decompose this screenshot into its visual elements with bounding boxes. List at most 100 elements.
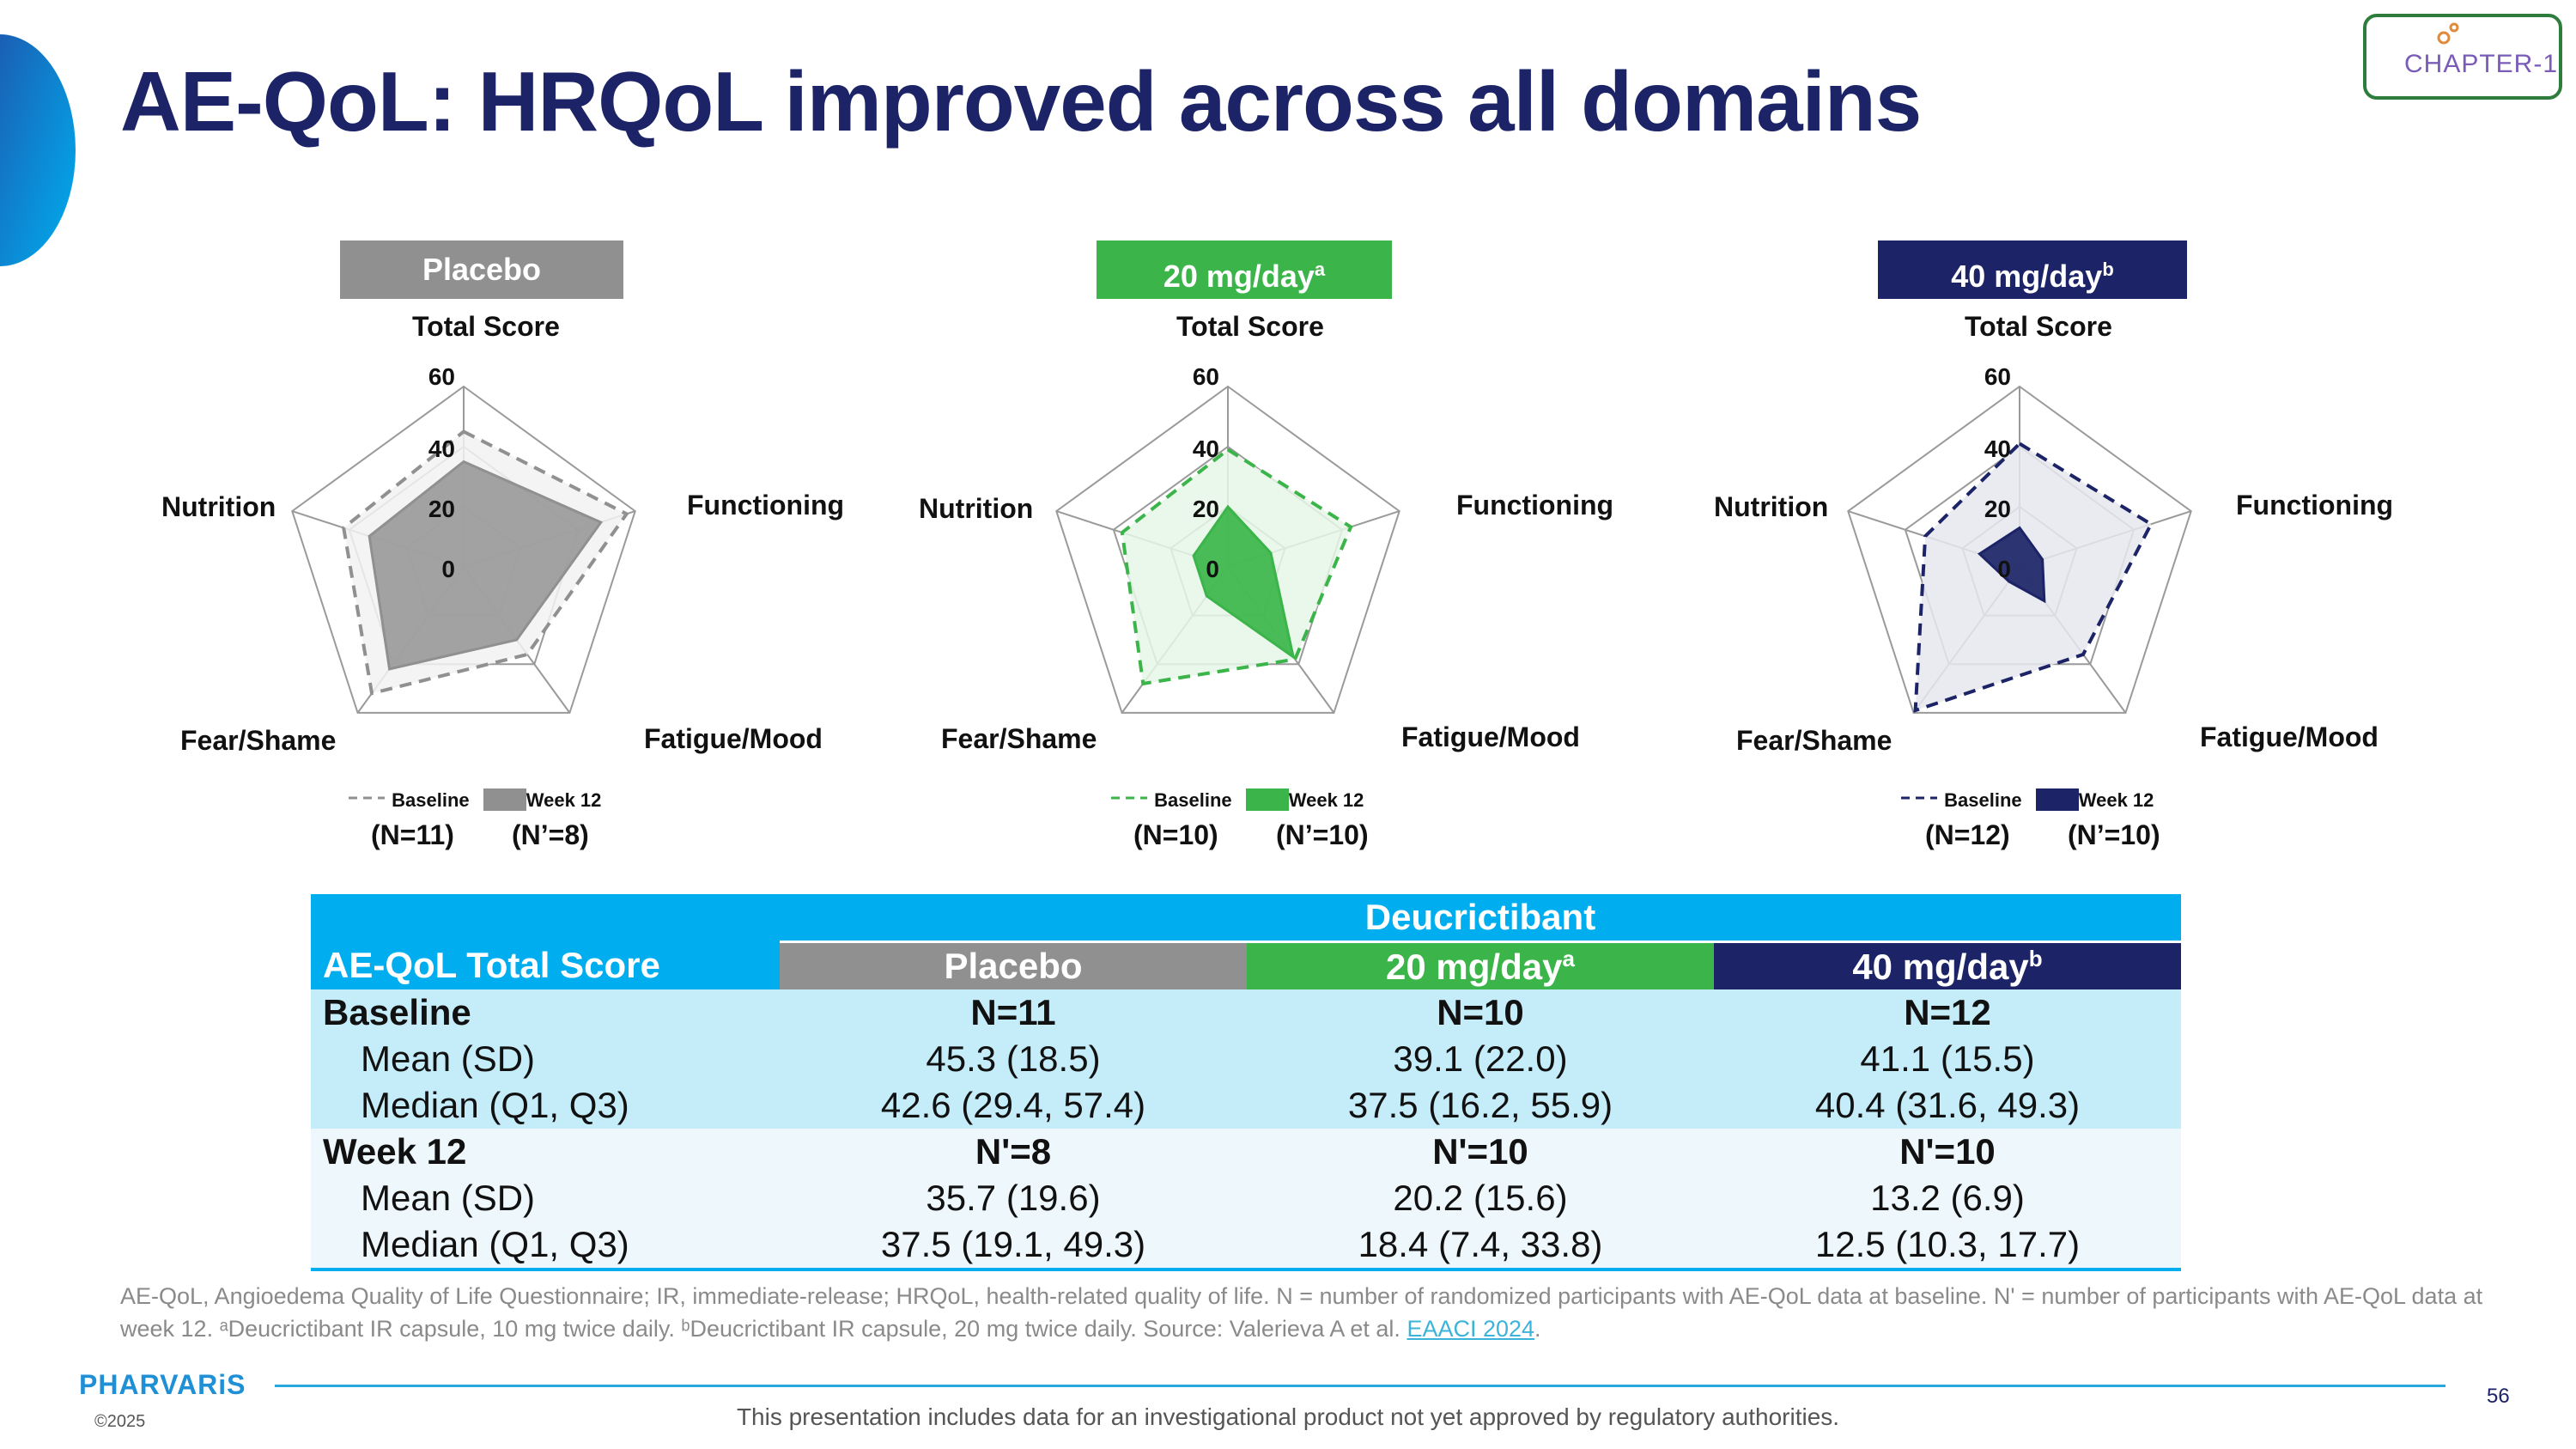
table-row-label: Baseline — [323, 992, 471, 1032]
radar-tick-label: 20 — [428, 496, 455, 522]
axis-label-nutrition: Nutrition — [919, 493, 1034, 524]
legend-baseline-label: Baseline — [1154, 789, 1232, 811]
radar-tick-label: 40 — [1193, 435, 1219, 462]
radar-tick-label: 60 — [428, 363, 455, 390]
radar-tick-label: 40 — [1984, 435, 2011, 462]
axis-label-total-score: Total Score — [1176, 311, 1324, 342]
page-title: AE-QoL: HRQoL improved across all domain… — [120, 54, 1922, 149]
legend-dashed-swatch — [1111, 796, 1147, 800]
panel-label-text: 20 mg/day — [1163, 259, 1315, 294]
table-cell: N'=10 — [1899, 1131, 1996, 1172]
panel-label-20mg: 20 mg/daya — [1097, 240, 1392, 299]
n-week12-placebo: (N’=8) — [512, 819, 589, 850]
legend-dashed-swatch — [349, 796, 385, 800]
axis-label-fear-shame: Fear/Shame — [941, 723, 1097, 754]
table-row: Mean (SD) 45.3 (18.5) 39.1 (22.0) 41.1 (15.… — [311, 1036, 2181, 1082]
table-header-40mg: 40 mg/dayb — [1714, 941, 2181, 989]
table-group-header-row: Deucrictibant — [311, 894, 2181, 943]
table-cell: 40.4 (31.6, 49.3) — [1814, 1085, 2081, 1125]
radar-tick-label: 0 — [1206, 556, 1219, 582]
footnote-line2: week 12. ᵃDeucrictibant IR capsule, 10 m… — [120, 1316, 1407, 1342]
corner-arc-decoration — [0, 34, 76, 266]
table-corner-cell — [311, 894, 780, 942]
table-row-label: Median (Q1, Q3) — [361, 1224, 629, 1264]
radar-tick-label: 60 — [1984, 363, 2011, 390]
table-row-label: Mean (SD) — [361, 1038, 536, 1079]
legend-week12-label: Week 12 — [526, 789, 602, 811]
panel-label-sup: b — [2102, 259, 2114, 280]
legend-week12-label: Week 12 — [1288, 789, 1364, 811]
table-cell: N'=10 — [1432, 1131, 1528, 1172]
table-cell: N=10 — [1437, 992, 1524, 1032]
panel-label-sup: a — [1314, 259, 1326, 280]
axis-label-functioning: Functioning — [1456, 490, 1614, 521]
copyright: ©2025 — [94, 1412, 146, 1431]
legend-fill-swatch — [483, 788, 526, 811]
table-row: Week 12 N'=8 N'=10 N'=10 — [311, 1129, 2181, 1175]
table-cell: 35.7 (19.6) — [926, 1178, 1101, 1218]
axis-label-functioning: Functioning — [687, 490, 845, 521]
table-header-row: AE-QoL Total Score Placebo 20 mg/daya 40… — [311, 941, 2181, 989]
legend-baseline-label: Baseline — [392, 789, 470, 811]
axis-label-fatigue-mood: Fatigue/Mood — [644, 723, 823, 754]
radar-tick-label: 0 — [1997, 556, 2011, 582]
n-baseline-40mg: (N=12) — [1925, 819, 2010, 850]
table-header-placebo: Placebo — [780, 941, 1247, 989]
table-header-sup: a — [1562, 945, 1575, 971]
table-cell: 12.5 (10.3, 17.7) — [1814, 1224, 2081, 1264]
radar-tick-label: 20 — [1984, 496, 2011, 522]
axis-label-fear-shame: Fear/Shame — [180, 725, 337, 756]
legend-baseline-label: Baseline — [1944, 789, 2022, 811]
results-table: Deucrictibant AE-QoL Total Score Placebo… — [311, 894, 2181, 1271]
table-row-label: Week 12 — [323, 1131, 467, 1172]
axis-label-total-score: Total Score — [412, 311, 560, 342]
table-header-sup: b — [2028, 945, 2043, 971]
panel-label-placebo: Placebo — [340, 240, 623, 299]
table-cell: 20.2 (15.6) — [1393, 1178, 1568, 1218]
legend-dashed-swatch — [1901, 796, 1937, 800]
table-row: Median (Q1, Q3) 37.5 (19.1, 49.3) 18.4 (7.… — [311, 1221, 2181, 1269]
radar-grid-ring — [1847, 385, 2192, 714]
footnote-source-link[interactable]: EAACI 2024 — [1406, 1316, 1535, 1342]
radar-tick-label: 20 — [1193, 496, 1219, 522]
legend-fill-swatch — [1245, 788, 1289, 811]
n-baseline-placebo: (N=11) — [371, 819, 454, 850]
axis-label-fatigue-mood: Fatigue/Mood — [1401, 721, 1580, 752]
footer-divider — [275, 1385, 2445, 1387]
legend-fill-swatch — [2035, 788, 2079, 811]
table-cell: N'=8 — [975, 1131, 1052, 1172]
logo-frame — [2363, 14, 2562, 100]
table-cell: 18.4 (7.4, 33.8) — [1358, 1224, 1603, 1264]
n-week12-20mg: (N’=10) — [1276, 819, 1369, 850]
axis-label-nutrition: Nutrition — [1714, 491, 1829, 522]
footnote-end: . — [1534, 1316, 1541, 1342]
radar-tick-label: 40 — [428, 435, 455, 462]
table-header-text: 20 mg/day — [1386, 946, 1563, 987]
table-cell: N=11 — [970, 992, 1056, 1032]
table-row-label: Median (Q1, Q3) — [361, 1085, 629, 1125]
axis-label-fear-shame: Fear/Shame — [1736, 725, 1893, 756]
legend-40mg: Baseline Week 12 — [1899, 788, 2154, 812]
radar-tick-label: 0 — [441, 556, 455, 582]
table-cell: 45.3 (18.5) — [926, 1038, 1101, 1079]
radar-series-week12 — [1977, 526, 2046, 604]
brand-logo: PHARVARiS — [79, 1369, 246, 1400]
table-group-header: Deucrictibant — [780, 894, 2181, 943]
table-row: Baseline N=11 N=10 N=12 — [311, 989, 2181, 1036]
table-cell: 41.1 (15.5) — [1860, 1038, 2035, 1079]
legend-week12-label: Week 12 — [2078, 789, 2154, 811]
table-header-label: AE-QoL Total Score — [311, 941, 780, 989]
radar-tick-label: 60 — [1193, 363, 1219, 390]
table-header-20mg: 20 mg/daya — [1247, 941, 1714, 989]
table-body: Baseline N=11 N=10 N=12 Mean (SD) 45.3 (18.5)… — [311, 989, 2181, 1269]
axis-label-total-score: Total Score — [1965, 311, 2112, 342]
table-header-text: Placebo — [944, 946, 1083, 986]
legend-placebo: Baseline Week 12 — [347, 788, 601, 812]
n-baseline-20mg: (N=10) — [1133, 819, 1218, 850]
panel-label-40mg: 40 mg/dayb — [1878, 240, 2187, 299]
panel-label-text: Placebo — [422, 252, 542, 287]
table-cell: 37.5 (16.2, 55.9) — [1347, 1085, 1613, 1125]
disclaimer: This presentation includes data for an i… — [736, 1403, 1840, 1430]
radar-series-week12 — [1192, 504, 1296, 661]
table-header-text: 40 mg/day — [1852, 946, 2029, 987]
